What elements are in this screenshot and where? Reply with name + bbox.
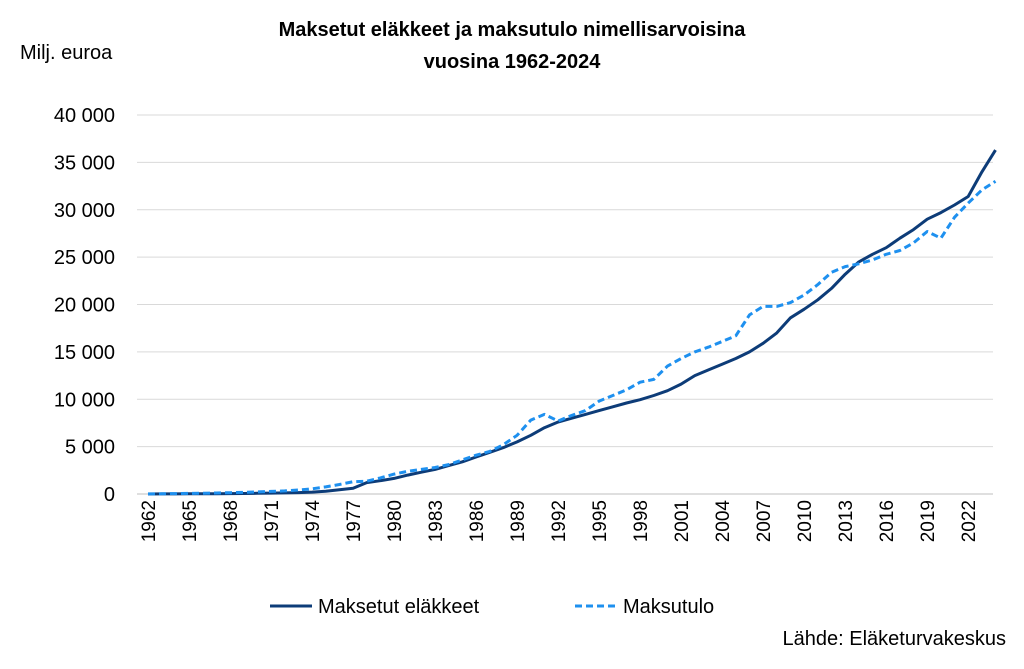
x-tick-label: 1968 [221, 500, 242, 542]
x-tick-label: 1980 [385, 500, 406, 542]
x-tick-label: 1992 [549, 500, 570, 542]
x-tick-label: 1974 [303, 500, 324, 543]
y-tick-label: 10 000 [54, 389, 115, 411]
legend-label: Maksetut eläkkeet [318, 596, 480, 618]
x-tick-label: 1977 [344, 500, 365, 542]
x-tick-label: 2010 [795, 500, 816, 542]
x-tick-label: 1986 [467, 500, 488, 542]
chart-title-line-2: vuosina 1962-2024 [423, 51, 601, 73]
series-line-maksetut-elakkeet [147, 149, 997, 496]
series-lines [147, 149, 997, 496]
legend: Maksetut eläkkeet Maksutulo [270, 596, 714, 618]
y-tick-label: 35 000 [54, 152, 115, 174]
x-tick-label: 2019 [918, 500, 939, 542]
y-axis-unit-label: Milj. euroa [20, 42, 113, 64]
x-tick-label: 1998 [631, 500, 652, 542]
x-tick-label: 1971 [262, 500, 283, 542]
x-tick-label: 2004 [713, 500, 734, 543]
x-tick-label: 1965 [180, 500, 201, 542]
x-tick-label: 1989 [508, 500, 529, 542]
y-axis-tick-labels: 0 5 000 10 000 15 000 20 000 25 000 30 000 35 0… [54, 105, 115, 506]
x-tick-label: 2016 [877, 500, 898, 542]
y-tick-label: 0 [104, 484, 115, 506]
y-tick-label: 40 000 [54, 105, 115, 127]
x-tick-label: 2001 [672, 500, 693, 542]
y-tick-label: 30 000 [54, 200, 115, 222]
source-note: Lähde: Eläketurvakeskus [782, 628, 1006, 650]
x-tick-label: 2013 [836, 500, 857, 542]
chart-title-line-1: Maksetut eläkkeet ja maksutulo nimellisa… [278, 19, 746, 41]
chart-title: Maksetut eläkkeet ja maksutulo nimellisa… [0, 14, 1024, 78]
x-tick-label: 1962 [139, 500, 160, 542]
gridlines [137, 114, 993, 495]
y-tick-label: 5 000 [65, 437, 115, 459]
x-tick-label: 1995 [590, 500, 611, 542]
y-tick-label: 15 000 [54, 342, 115, 364]
legend-label: Maksutulo [623, 596, 714, 618]
x-axis-tick-labels: 1962 1965 1968 1971 1974 1977 1980 1983 1986 1989… [139, 500, 980, 543]
series-line-maksutulo [147, 180, 997, 496]
y-tick-label: 25 000 [54, 247, 115, 269]
x-tick-label: 2007 [754, 500, 775, 542]
x-tick-label: 1983 [426, 500, 447, 542]
y-tick-label: 20 000 [54, 295, 115, 317]
x-tick-label: 2022 [959, 500, 980, 542]
